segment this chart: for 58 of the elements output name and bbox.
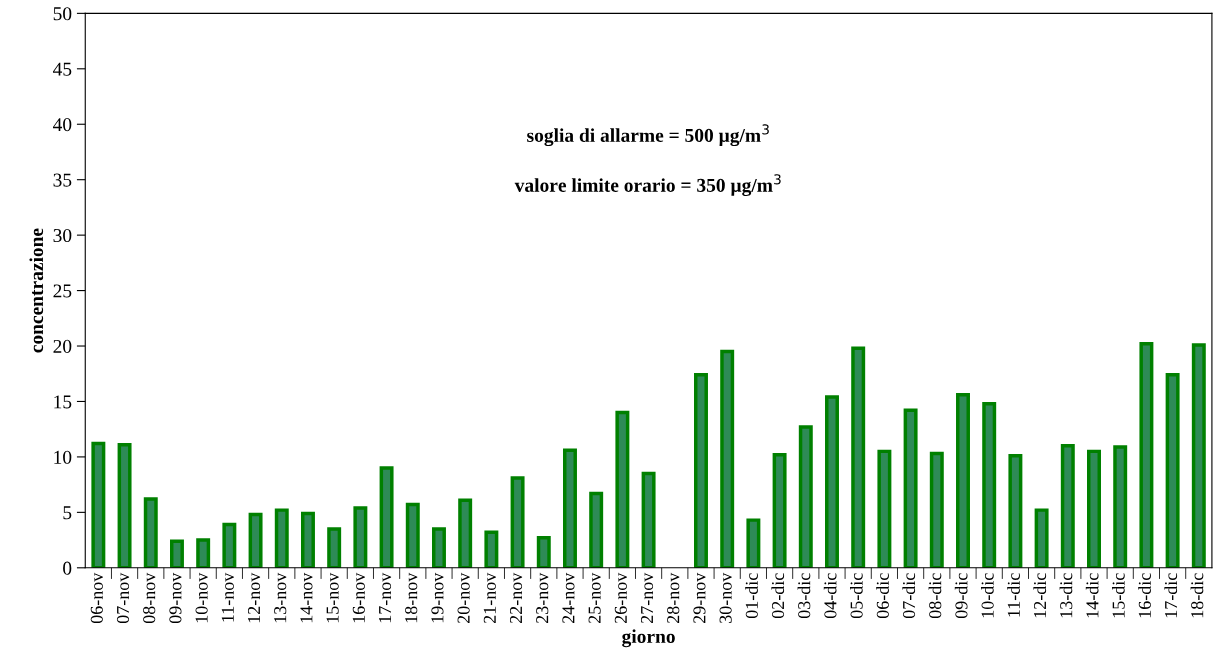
x-tick-label: 28-nov xyxy=(667,572,680,624)
x-tick-label: 19-nov xyxy=(431,572,444,623)
x-tick-label: 27-nov xyxy=(640,572,654,624)
y-tick-label: 20 xyxy=(53,339,72,353)
x-tick-label: 04-dic xyxy=(823,573,837,619)
y-tick-label: 5 xyxy=(63,506,72,520)
x-tick-label: 14-dic xyxy=(1085,573,1099,618)
y-tick-label: 50 xyxy=(53,7,72,21)
x-tick-label: 10-nov xyxy=(195,572,208,623)
x-tick-label: 05-dic xyxy=(850,573,863,619)
x-tick-label: 03-dic xyxy=(797,573,811,619)
x-tick-label: 22-nov xyxy=(509,572,523,624)
x-tick-label: 07-nov xyxy=(116,572,130,624)
x-tick-label: 09-nov xyxy=(169,572,182,624)
x-axis-title: giorno xyxy=(622,629,675,648)
x-tick-label: 13-nov xyxy=(274,572,287,623)
x-tick-label: 08-dic xyxy=(928,573,942,619)
y-tick-label: 10 xyxy=(54,450,72,464)
x-tick-label: 18-nov xyxy=(405,572,418,623)
x-tick-label: 14-nov xyxy=(300,572,313,623)
x-tick-label: 21-nov xyxy=(483,572,496,624)
y-tick-label: 25 xyxy=(53,284,72,298)
x-tick-label: 01-dic xyxy=(745,573,758,619)
x-tick-label: 20-nov xyxy=(457,572,470,624)
x-tick-label: 17-nov xyxy=(379,572,392,623)
y-tick-label: 15 xyxy=(54,395,72,409)
x-tick-label: 29-nov xyxy=(693,572,706,624)
annotation: soglia di allarme = 500 µg/m$^{3}$ xyxy=(527,124,769,147)
x-tick-label: 15-dic xyxy=(1112,573,1125,618)
y-tick-label: 30 xyxy=(53,228,72,243)
y-tick-label: 40 xyxy=(53,118,72,132)
x-tick-label: 25-nov xyxy=(588,572,601,624)
x-tick-label: 06-nov xyxy=(90,572,103,624)
x-tick-label: 08-nov xyxy=(143,572,156,624)
y-tick-label: 0 xyxy=(63,561,72,575)
y-tick-label: 35 xyxy=(53,173,72,187)
x-tick-label: 15-nov xyxy=(326,572,339,623)
x-tick-label: 13-dic xyxy=(1059,573,1073,618)
x-tick-label: 12-dic xyxy=(1033,573,1047,618)
x-tick-label: 18-dic xyxy=(1190,573,1204,618)
y-axis-title: concentrazione xyxy=(29,228,44,353)
x-tick-label: 02-dic xyxy=(771,573,785,619)
y-tick-label: 45 xyxy=(53,62,72,76)
x-tick-label: 30-nov xyxy=(719,572,732,623)
x-tick-label: 11-dic xyxy=(1007,573,1020,617)
x-tick-label: 24-nov xyxy=(562,572,575,624)
x-tick-label: 06-dic xyxy=(876,573,889,619)
x-tick-label: 11-nov xyxy=(221,572,234,622)
x-tick-label: 23-nov xyxy=(536,572,549,624)
x-tick-label: 17-dic xyxy=(1164,573,1178,618)
x-tick-label: 26-nov xyxy=(614,572,627,624)
x-tick-label: 10-dic xyxy=(981,573,994,618)
x-tick-label: 12-nov xyxy=(247,572,261,623)
annotation: valore limite orario = 350 µg/m$^{3}$ xyxy=(514,174,781,196)
x-tick-label: 07-dic xyxy=(902,573,916,619)
x-tick-label: 16-nov xyxy=(352,572,365,623)
x-tick-label: 09-dic xyxy=(954,573,968,619)
x-tick-label: 16-dic xyxy=(1138,573,1151,618)
